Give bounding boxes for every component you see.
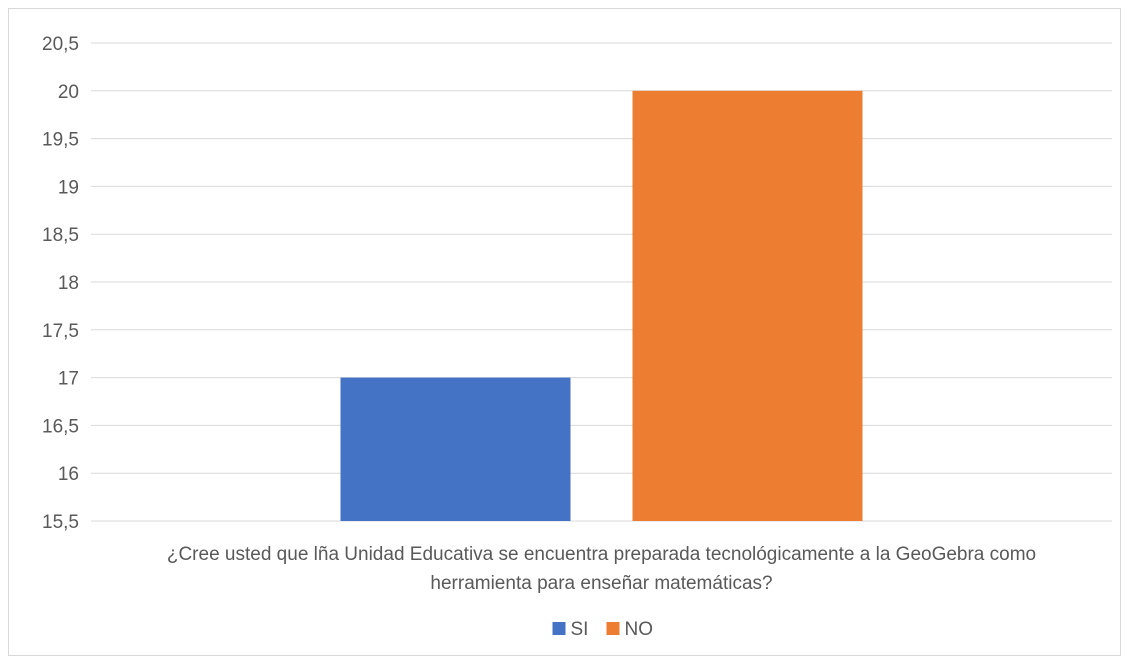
y-tick-label: 17,5: [42, 321, 79, 342]
y-tick-label: 20: [58, 82, 79, 103]
y-tick-label: 16: [58, 464, 79, 485]
legend-swatch: [552, 622, 566, 635]
y-tick-label: 18: [58, 273, 79, 294]
legend-item-no: NO: [606, 619, 654, 640]
y-tick-label: 17: [58, 369, 79, 390]
category-label-line: herramienta para enseñar matemáticas?: [430, 573, 772, 594]
category-label: ¿Cree usted que lña Unidad Educativa se …: [167, 544, 1036, 594]
y-tick-label: 15,5: [42, 512, 79, 533]
legend-label: NO: [625, 619, 654, 640]
bar-si: [340, 377, 571, 521]
gridlines: [91, 42, 1112, 522]
y-axis-tick-labels: 15,5 16 16,5 17 17,5 18 18,5 19 19,5 20 20,5: [42, 34, 79, 533]
y-tick-label: 18,5: [42, 225, 79, 246]
category-label-line: ¿Cree usted que lña Unidad Educativa se …: [167, 544, 1036, 565]
legend-item-si: SI: [552, 619, 589, 640]
bar-chart: 15,5 16 16,5 17 17,5 18 18,5 19 19,5 20 20,5 ¿Cree…: [42, 34, 1112, 640]
legend: SI NO: [552, 619, 654, 640]
legend-label: SI: [571, 619, 589, 640]
bars: [340, 90, 863, 522]
chart-frame: 15,5 16 16,5 17 17,5 18 18,5 19 19,5 20 20,5 ¿Cree…: [8, 8, 1121, 656]
y-tick-label: 16,5: [42, 416, 79, 437]
bar-no: [632, 90, 863, 522]
y-tick-label: 19,5: [42, 130, 79, 151]
y-tick-label: 20,5: [42, 34, 79, 55]
y-tick-label: 19: [58, 177, 79, 198]
legend-swatch: [606, 622, 620, 635]
